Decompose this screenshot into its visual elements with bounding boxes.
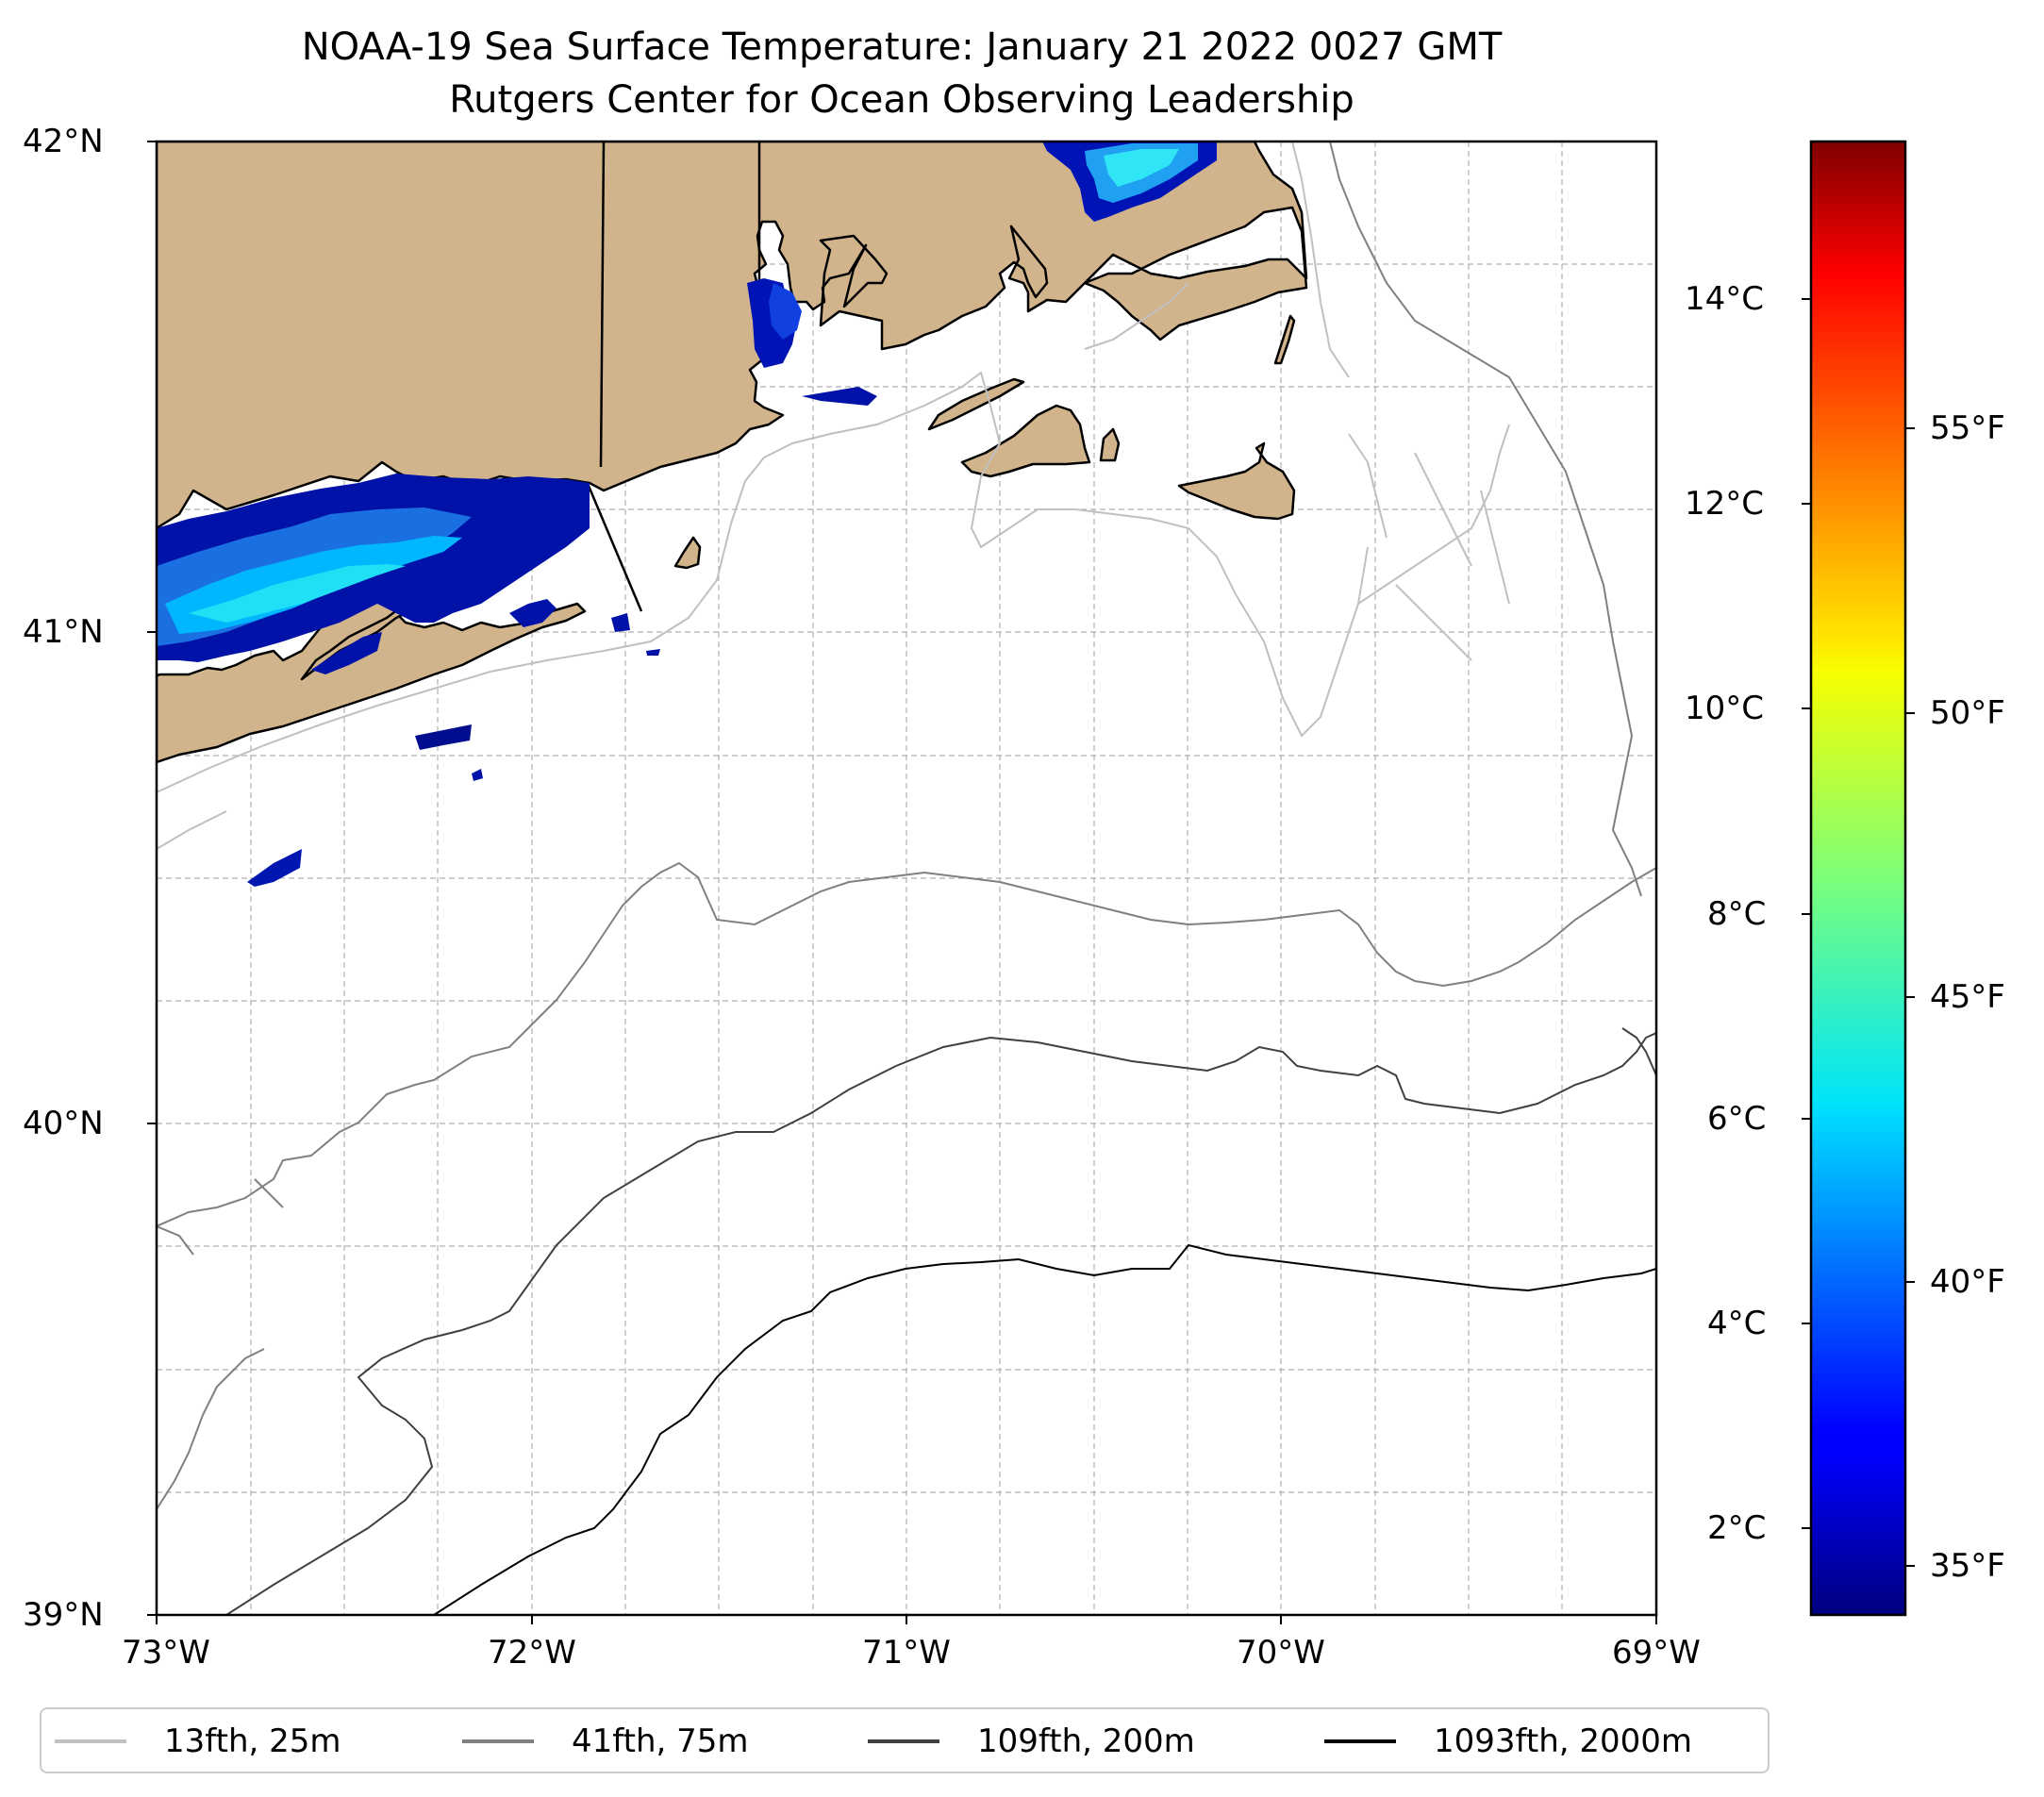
contour-200m xyxy=(225,1027,1656,1615)
contour-25m xyxy=(157,141,1510,850)
legend-item: 109fth, 200m xyxy=(868,1721,1195,1762)
nantucket xyxy=(1177,441,1296,521)
colorbar-f-label: 55°F xyxy=(1930,409,2005,447)
lon-label-72: 72°W xyxy=(488,1634,576,1672)
colorbar-c-label: 6°C xyxy=(1707,1100,1767,1138)
legend-label: 13fth, 25m xyxy=(164,1722,341,1760)
legend-item: 1093fth, 2000m xyxy=(1324,1721,1692,1762)
land xyxy=(157,141,1308,764)
marthas-vineyard xyxy=(960,404,1091,478)
colorbar-f-label: 45°F xyxy=(1930,978,2005,1016)
colorbar-c-label: 12°C xyxy=(1685,485,1765,523)
legend-swatch xyxy=(462,1739,534,1743)
monomoy xyxy=(1273,314,1296,365)
legend-label: 1093fth, 2000m xyxy=(1434,1722,1693,1760)
colorbar xyxy=(1809,140,1907,1617)
legend-item: 41fth, 75m xyxy=(462,1721,749,1762)
lat-label-42: 42°N xyxy=(23,123,104,160)
lon-label-71: 71°W xyxy=(862,1634,951,1672)
contour-legend: 13fth, 25m 41fth, 75m 109fth, 200m 1093f… xyxy=(40,1707,1770,1773)
contour-75m xyxy=(157,141,1656,1510)
axis-ticks xyxy=(147,141,1657,1624)
legend-swatch xyxy=(868,1739,939,1743)
colorbar-c-label: 4°C xyxy=(1707,1305,1767,1342)
colorbar-ticks xyxy=(1802,298,1915,1567)
colorbar-c-label: 8°C xyxy=(1707,895,1767,933)
colorbar-f-label: 40°F xyxy=(1930,1263,2005,1301)
legend-swatch xyxy=(55,1739,126,1743)
colorbar-f-label: 50°F xyxy=(1930,694,2005,732)
legend-label: 109fth, 200m xyxy=(977,1722,1195,1760)
long-island xyxy=(157,564,587,764)
colorbar-c-label: 14°C xyxy=(1685,280,1765,318)
chart-title: NOAA-19 Sea Surface Temperature: January… xyxy=(301,25,1503,69)
chart-subtitle: Rutgers Center for Ocean Observing Leade… xyxy=(449,78,1354,122)
block-island xyxy=(673,536,702,570)
legend-swatch xyxy=(1324,1739,1396,1743)
legend-item: 13fth, 25m xyxy=(55,1721,341,1762)
lon-label-69: 69°W xyxy=(1612,1634,1701,1672)
islet-1 xyxy=(1099,427,1121,462)
lon-label-73: 73°W xyxy=(122,1634,210,1672)
state-boundaries xyxy=(587,141,761,612)
elizabeth-islands xyxy=(927,377,1025,431)
colorbar-c-label: 10°C xyxy=(1685,690,1765,727)
contour-2000m xyxy=(433,1243,1656,1615)
colorbar-f-label: 35°F xyxy=(1930,1547,2005,1585)
colorbar-c-label: 2°C xyxy=(1707,1509,1767,1547)
legend-label: 41fth, 75m xyxy=(572,1722,749,1760)
lat-label-39: 39°N xyxy=(23,1596,104,1634)
mainland-new-england xyxy=(157,141,1308,530)
sst-data xyxy=(157,141,1217,887)
lat-label-41: 41°N xyxy=(23,613,104,651)
lon-label-70: 70°W xyxy=(1237,1634,1325,1672)
lat-label-40: 40°N xyxy=(23,1105,104,1142)
